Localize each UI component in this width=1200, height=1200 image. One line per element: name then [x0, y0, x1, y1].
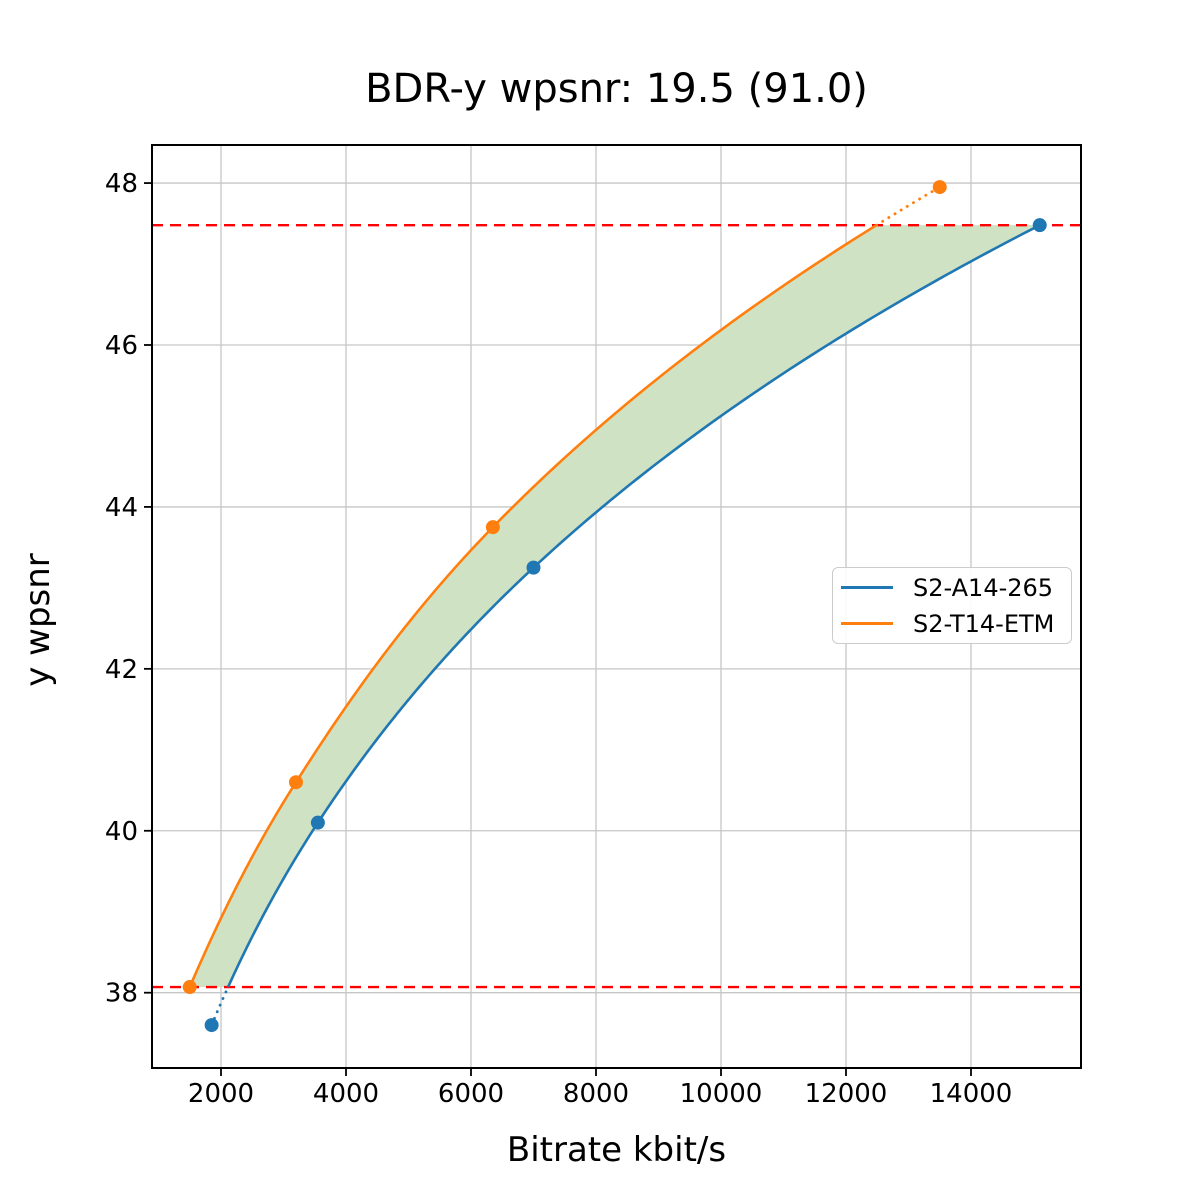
legend-entry-s2-a14-265: S2-A14-265 [841, 576, 1059, 600]
legend-label: S2-A14-265 [913, 573, 1054, 602]
y-tick-label: 40 [105, 817, 138, 847]
series-s2-t14-etm-curve-dotted [875, 185, 942, 227]
series-s2-t14-etm-point [485, 520, 500, 535]
y-tick-label: 46 [105, 331, 138, 361]
x-tick-label: 8000 [563, 1079, 629, 1109]
x-tick-label: 4000 [313, 1079, 379, 1109]
y-tick-label: 44 [105, 493, 138, 523]
x-tick-label: 6000 [438, 1079, 504, 1109]
series-s2-t14-etm-point [932, 180, 947, 195]
chart-title: BDR-y wpsnr: 19.5 (91.0) [365, 66, 868, 112]
x-tick-label: 10000 [680, 1079, 763, 1109]
legend-line-sample-blue [841, 585, 893, 590]
series-s2-t14-etm-curve [188, 224, 878, 988]
x-tick-label: 14000 [930, 1079, 1013, 1109]
series-s2-t14-etm-point [289, 775, 303, 790]
series-s2-t14-etm-point [182, 980, 197, 995]
series-s2-a14-265-point [526, 560, 541, 575]
plot-border [151, 144, 1082, 1069]
x-tick-label: 12000 [805, 1079, 888, 1109]
y-tick-label: 42 [105, 655, 138, 685]
y-tick-label: 48 [105, 169, 138, 199]
x-tick-label: 2000 [188, 1079, 254, 1109]
legend-entry-s2-t14-etm: S2-T14-ETM [841, 612, 1059, 636]
series-s2-a14-265-curve-dotted [210, 985, 230, 1027]
legend: S2-A14-265 S2-T14-ETM [832, 567, 1072, 644]
legend-label: S2-T14-ETM [913, 609, 1055, 638]
legend-line-sample-orange [841, 621, 893, 626]
series-s2-a14-265-curve [226, 224, 1041, 988]
series-s2-a14-265-point [204, 1018, 219, 1033]
x-axis-label: Bitrate kbit/s [506, 1130, 727, 1170]
series-s2-a14-265-point [310, 815, 325, 830]
y-axis-label: y wpsnr [18, 553, 58, 687]
y-tick-label: 38 [105, 979, 138, 1009]
series-s2-a14-265-point [1032, 218, 1047, 233]
